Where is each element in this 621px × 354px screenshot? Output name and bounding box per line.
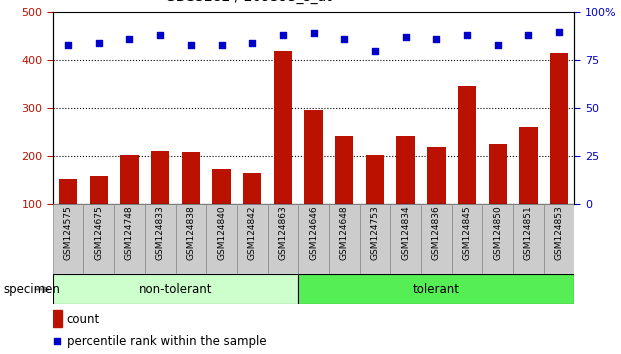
Point [52, 338, 62, 344]
Point [524, 33, 533, 38]
Point [401, 34, 410, 40]
Bar [421, 204, 451, 274]
Bar [53, 204, 83, 274]
Text: GSM124834: GSM124834 [401, 206, 410, 260]
Point [217, 42, 227, 48]
Text: GSM124646: GSM124646 [309, 206, 318, 260]
Bar [544, 204, 574, 274]
Bar [176, 204, 206, 274]
Text: GSM124850: GSM124850 [493, 206, 502, 261]
Bar [451, 204, 483, 274]
Bar [489, 144, 507, 251]
Bar [513, 204, 544, 274]
Bar [237, 204, 268, 274]
Text: GSM124840: GSM124840 [217, 206, 226, 260]
Bar [483, 204, 513, 274]
Bar [89, 176, 108, 251]
Text: percentile rank within the sample: percentile rank within the sample [67, 335, 266, 348]
Bar [120, 155, 138, 251]
Bar [366, 155, 384, 251]
Point [462, 33, 472, 38]
Bar [83, 204, 114, 274]
Bar [298, 274, 574, 304]
Text: GDS3282 / 209393_s_at: GDS3282 / 209393_s_at [165, 0, 332, 4]
Bar [151, 151, 170, 251]
Bar [519, 127, 538, 251]
Bar [329, 204, 360, 274]
Text: GSM124863: GSM124863 [278, 206, 288, 261]
Text: GSM124836: GSM124836 [432, 206, 441, 261]
Point [94, 40, 104, 46]
Text: GSM124845: GSM124845 [463, 206, 471, 260]
Bar [396, 136, 415, 251]
Point [186, 42, 196, 48]
Text: non-tolerant: non-tolerant [138, 283, 212, 296]
Text: GSM124575: GSM124575 [63, 206, 73, 261]
Bar [304, 110, 323, 251]
Point [278, 33, 288, 38]
Bar [206, 204, 237, 274]
Text: GSM124853: GSM124853 [555, 206, 564, 261]
Bar [391, 204, 421, 274]
Bar [212, 169, 231, 251]
Point [370, 48, 380, 53]
Point [309, 30, 319, 36]
Point [125, 36, 135, 42]
Bar [268, 204, 298, 274]
Point [339, 36, 349, 42]
Bar [182, 152, 200, 251]
Text: GSM124675: GSM124675 [94, 206, 103, 261]
Text: GSM124851: GSM124851 [524, 206, 533, 261]
Bar [274, 51, 292, 251]
Bar [298, 204, 329, 274]
Text: tolerant: tolerant [413, 283, 460, 296]
Point [247, 40, 257, 46]
Bar [114, 204, 145, 274]
Point [155, 33, 165, 38]
Bar [53, 310, 61, 326]
Text: GSM124753: GSM124753 [371, 206, 379, 261]
Bar [53, 274, 298, 304]
Bar [360, 204, 391, 274]
Bar [550, 52, 568, 251]
Bar [427, 147, 445, 251]
Text: GSM124833: GSM124833 [156, 206, 165, 261]
Point [492, 42, 502, 48]
Text: GSM124748: GSM124748 [125, 206, 134, 260]
Bar [243, 173, 261, 251]
Point [63, 42, 73, 48]
Text: GSM124842: GSM124842 [248, 206, 256, 260]
Text: specimen: specimen [3, 283, 60, 296]
Bar [335, 136, 353, 251]
Text: GSM124648: GSM124648 [340, 206, 349, 260]
Text: count: count [67, 313, 100, 326]
Point [554, 29, 564, 34]
Bar [458, 86, 476, 251]
Bar [145, 204, 176, 274]
Text: GSM124838: GSM124838 [186, 206, 196, 261]
Point [432, 36, 442, 42]
Bar [59, 179, 78, 251]
